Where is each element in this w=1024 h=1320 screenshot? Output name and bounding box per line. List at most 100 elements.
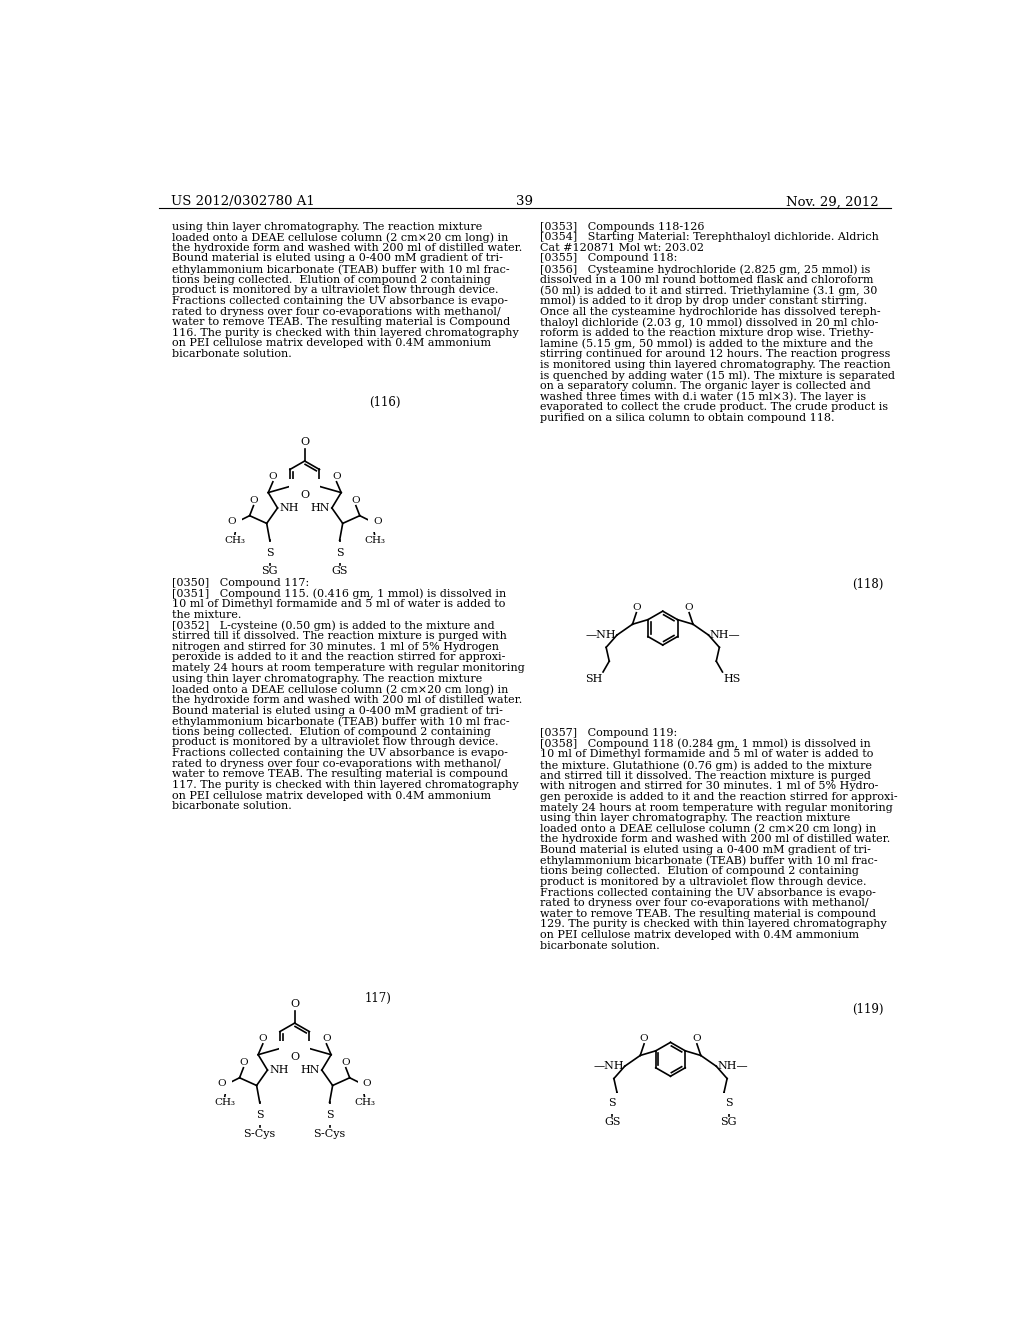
- Text: rated to dryness over four co-evaporations with methanol/: rated to dryness over four co-evaporatio…: [172, 759, 501, 768]
- Text: using thin layer chromatography. The reaction mixture: using thin layer chromatography. The rea…: [541, 813, 851, 824]
- Text: NH—: NH—: [710, 630, 740, 640]
- Text: NH—: NH—: [717, 1061, 748, 1072]
- Text: O: O: [290, 1052, 299, 1063]
- Text: the mixture. Glutathione (0.76 gm) is added to the mixture: the mixture. Glutathione (0.76 gm) is ad…: [541, 760, 872, 771]
- Text: GS: GS: [604, 1117, 621, 1127]
- Text: ethylammonium bicarbonate (TEAB) buffer with 10 ml frac-: ethylammonium bicarbonate (TEAB) buffer …: [172, 264, 510, 275]
- Text: is monitored using thin layered chromatography. The reaction: is monitored using thin layered chromato…: [541, 359, 891, 370]
- Text: S: S: [608, 1098, 616, 1109]
- Text: bicarbonate solution.: bicarbonate solution.: [172, 801, 292, 812]
- Text: O: O: [300, 437, 309, 447]
- Text: 117. The purity is checked with thin layered chromatography: 117. The purity is checked with thin lay…: [172, 780, 519, 789]
- Text: S: S: [256, 1110, 263, 1119]
- Text: HS: HS: [723, 673, 740, 684]
- Text: [0350]   Compound 117:: [0350] Compound 117:: [172, 578, 309, 587]
- Text: stirring continued for around 12 hours. The reaction progress: stirring continued for around 12 hours. …: [541, 348, 891, 359]
- Text: stirred till it dissolved. The reaction mixture is purged with: stirred till it dissolved. The reaction …: [172, 631, 507, 642]
- Text: and stirred till it dissolved. The reaction mixture is purged: and stirred till it dissolved. The react…: [541, 771, 871, 780]
- Text: CH₃: CH₃: [364, 536, 385, 545]
- Text: (119): (119): [852, 1003, 884, 1016]
- Text: Once all the cysteamine hydrochloride has dissolved tereph-: Once all the cysteamine hydrochloride ha…: [541, 306, 881, 317]
- Text: 117): 117): [365, 993, 391, 1006]
- Text: roform is added to the reaction mixture drop wise. Triethy-: roform is added to the reaction mixture …: [541, 327, 873, 338]
- Text: the mixture.: the mixture.: [172, 610, 242, 620]
- Text: O: O: [332, 473, 341, 480]
- Text: Cat #120871 Mol wt: 203.02: Cat #120871 Mol wt: 203.02: [541, 243, 705, 253]
- Text: O: O: [300, 490, 309, 500]
- Text: dissolved in a 100 ml round bottomed flask and chloroform: dissolved in a 100 ml round bottomed fla…: [541, 275, 873, 285]
- Text: O: O: [323, 1034, 331, 1043]
- Text: O: O: [632, 603, 641, 612]
- Text: O: O: [351, 496, 360, 506]
- Text: 129. The purity is checked with thin layered chromatography: 129. The purity is checked with thin lay…: [541, 920, 887, 929]
- Text: thaloyl dichloride (2.03 g, 10 mmol) dissolved in 20 ml chlo-: thaloyl dichloride (2.03 g, 10 mmol) dis…: [541, 317, 879, 327]
- Text: CH₃: CH₃: [354, 1098, 375, 1106]
- Text: [0356]   Cysteamine hydrochloride (2.825 gm, 25 mmol) is: [0356] Cysteamine hydrochloride (2.825 g…: [541, 264, 870, 275]
- Text: S: S: [326, 1110, 334, 1119]
- Text: lamine (5.15 gm, 50 mmol) is added to the mixture and the: lamine (5.15 gm, 50 mmol) is added to th…: [541, 338, 873, 348]
- Text: Fractions collected containing the UV absorbance is evapo-: Fractions collected containing the UV ab…: [172, 748, 508, 758]
- Text: SG: SG: [721, 1117, 737, 1127]
- Text: Bound material is eluted using a 0-400 mM gradient of tri-: Bound material is eluted using a 0-400 m…: [172, 706, 503, 715]
- Text: mmol) is added to it drop by drop under constant stirring.: mmol) is added to it drop by drop under …: [541, 296, 867, 306]
- Text: [0357]   Compound 119:: [0357] Compound 119:: [541, 729, 678, 738]
- Text: SH: SH: [585, 673, 602, 684]
- Text: ethylammonium bicarbonate (TEAB) buffer with 10 ml frac-: ethylammonium bicarbonate (TEAB) buffer …: [172, 717, 510, 727]
- Text: product is monitored by a ultraviolet flow through device.: product is monitored by a ultraviolet fl…: [172, 285, 499, 296]
- Text: CH₃: CH₃: [214, 1098, 236, 1106]
- Text: Nov. 29, 2012: Nov. 29, 2012: [786, 195, 879, 209]
- Text: 116. The purity is checked with thin layered chromatography: 116. The purity is checked with thin lay…: [172, 327, 519, 338]
- Text: on a separatory column. The organic layer is collected and: on a separatory column. The organic laye…: [541, 381, 871, 391]
- Text: S: S: [336, 548, 343, 557]
- Text: —NH: —NH: [586, 630, 616, 640]
- Text: S: S: [266, 548, 273, 557]
- Text: HN: HN: [301, 1065, 321, 1074]
- Text: water to remove TEAB. The resulting material is Compound: water to remove TEAB. The resulting mate…: [172, 317, 510, 327]
- Text: purified on a silica column to obtain compound 118.: purified on a silica column to obtain co…: [541, 413, 835, 422]
- Text: O: O: [218, 1080, 226, 1089]
- Text: 39: 39: [516, 195, 534, 209]
- Text: S-Cys: S-Cys: [244, 1129, 275, 1139]
- Text: loaded onto a DEAE cellulose column (2 cm×20 cm long) in: loaded onto a DEAE cellulose column (2 c…: [172, 684, 509, 694]
- Text: is quenched by adding water (15 ml). The mixture is separated: is quenched by adding water (15 ml). The…: [541, 371, 895, 381]
- Text: O: O: [258, 1034, 267, 1043]
- Text: mately 24 hours at room temperature with regular monitoring: mately 24 hours at room temperature with…: [541, 803, 893, 813]
- Text: O: O: [341, 1059, 350, 1067]
- Text: —NH: —NH: [593, 1061, 624, 1072]
- Text: Fractions collected containing the UV absorbance is evapo-: Fractions collected containing the UV ab…: [172, 296, 508, 306]
- Text: NH: NH: [280, 503, 299, 513]
- Text: washed three times with d.i water (15 ml×3). The layer is: washed three times with d.i water (15 ml…: [541, 392, 866, 403]
- Text: O: O: [692, 1034, 701, 1043]
- Text: O: O: [227, 517, 237, 527]
- Text: on PEI cellulose matrix developed with 0.4M ammonium: on PEI cellulose matrix developed with 0…: [172, 791, 492, 800]
- Text: ethylammonium bicarbonate (TEAB) buffer with 10 ml frac-: ethylammonium bicarbonate (TEAB) buffer …: [541, 855, 878, 866]
- Text: HN: HN: [311, 503, 331, 513]
- Text: [0355]   Compound 118:: [0355] Compound 118:: [541, 253, 678, 264]
- Text: rated to dryness over four co-evaporations with methanol/: rated to dryness over four co-evaporatio…: [172, 306, 501, 317]
- Text: O: O: [290, 999, 299, 1010]
- Text: using thin layer chromatography. The reaction mixture: using thin layer chromatography. The rea…: [172, 222, 482, 231]
- Text: S-Cys: S-Cys: [313, 1129, 346, 1139]
- Text: bicarbonate solution.: bicarbonate solution.: [541, 941, 660, 950]
- Text: tions being collected.  Elution of compound 2 containing: tions being collected. Elution of compou…: [172, 275, 492, 285]
- Text: CH₃: CH₃: [224, 536, 246, 545]
- Text: (118): (118): [852, 578, 884, 591]
- Text: the hydroxide form and washed with 200 ml of distilled water.: the hydroxide form and washed with 200 m…: [172, 243, 522, 253]
- Text: product is monitored by a ultraviolet flow through device.: product is monitored by a ultraviolet fl…: [172, 738, 499, 747]
- Text: Bound material is eluted using a 0-400 mM gradient of tri-: Bound material is eluted using a 0-400 m…: [541, 845, 871, 855]
- Text: O: O: [268, 473, 278, 480]
- Text: [0354]   Starting Material: Terephthaloyl dichloride. Aldrich: [0354] Starting Material: Terephthaloyl …: [541, 232, 880, 242]
- Text: product is monitored by a ultraviolet flow through device.: product is monitored by a ultraviolet fl…: [541, 876, 866, 887]
- Text: peroxide is added to it and the reaction stirred for approxi-: peroxide is added to it and the reaction…: [172, 652, 506, 663]
- Text: [0352]   L-cysteine (0.50 gm) is added to the mixture and: [0352] L-cysteine (0.50 gm) is added to …: [172, 620, 495, 631]
- Text: GS: GS: [332, 566, 348, 577]
- Text: rated to dryness over four co-evaporations with methanol/: rated to dryness over four co-evaporatio…: [541, 898, 869, 908]
- Text: O: O: [362, 1080, 372, 1089]
- Text: O: O: [685, 603, 693, 612]
- Text: US 2012/0302780 A1: US 2012/0302780 A1: [171, 195, 314, 209]
- Text: O: O: [249, 496, 258, 506]
- Text: mately 24 hours at room temperature with regular monitoring: mately 24 hours at room temperature with…: [172, 663, 525, 673]
- Text: the hydroxide form and washed with 200 ml of distilled water.: the hydroxide form and washed with 200 m…: [541, 834, 891, 845]
- Text: water to remove TEAB. The resulting material is compound: water to remove TEAB. The resulting mate…: [541, 909, 877, 919]
- Text: O: O: [640, 1034, 648, 1043]
